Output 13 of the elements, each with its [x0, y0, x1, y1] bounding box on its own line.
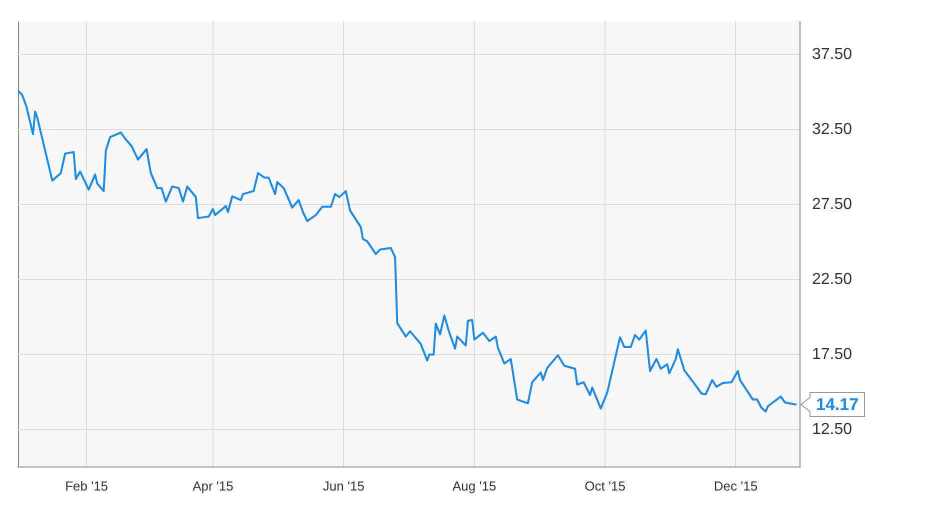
- x-tick-label: Dec '15: [714, 478, 758, 494]
- y-tick-label: 32.50: [812, 120, 852, 138]
- x-tick-label: Jun '15: [322, 478, 364, 494]
- y-tick-label: 22.50: [812, 270, 852, 288]
- x-tick-label: Feb '15: [65, 478, 108, 494]
- y-tick-label: 27.50: [812, 196, 852, 213]
- y-tick-label: 17.50: [812, 346, 852, 363]
- x-tick-label: Aug '15: [452, 478, 496, 494]
- x-tick-label: Apr '15: [192, 478, 234, 494]
- y-tick-label: 37.50: [812, 46, 852, 63]
- x-tick-label: Oct '15: [584, 478, 626, 494]
- y-tick-label: 12.50: [812, 420, 852, 438]
- annotation: 14.17: [816, 395, 859, 414]
